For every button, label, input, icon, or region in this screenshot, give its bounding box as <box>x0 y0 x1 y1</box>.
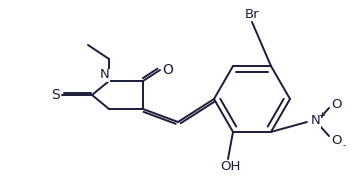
Text: O: O <box>163 63 173 77</box>
Text: O: O <box>332 133 342 147</box>
Text: OH: OH <box>220 159 240 173</box>
Text: O: O <box>332 98 342 110</box>
Text: N: N <box>311 115 321 127</box>
Text: S: S <box>50 88 59 102</box>
Text: Br: Br <box>245 7 259 21</box>
Text: -: - <box>342 141 346 150</box>
Text: +: + <box>318 110 325 119</box>
Text: N: N <box>100 68 110 81</box>
